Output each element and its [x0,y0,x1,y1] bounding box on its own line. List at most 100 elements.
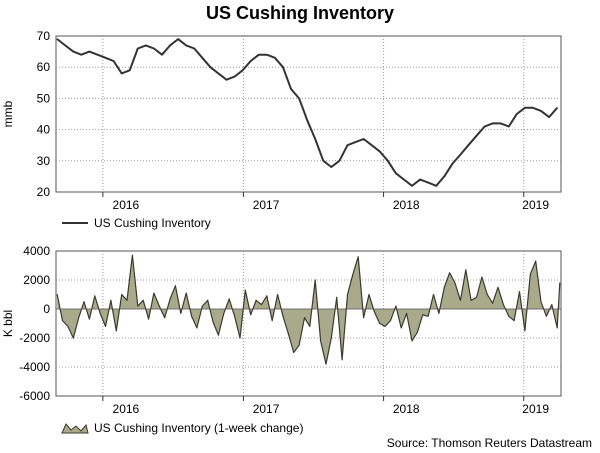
x-tick-label: 2016 [113,198,140,212]
data-point [255,299,257,301]
data-point [481,276,483,278]
data-point [476,296,477,298]
data-point [290,88,292,90]
data-point [239,337,241,339]
source-note: Source: Thomson Reuters Datastream [387,436,592,450]
data-point [62,320,63,322]
data-point [72,337,74,339]
data-point [110,299,112,301]
data-point [298,344,300,346]
data-point [371,144,373,146]
data-point [559,282,561,284]
data-point [266,54,268,56]
data-point [354,141,357,143]
data-point [314,279,316,281]
weekly-change-panel: -6000 -4000 -2000 0 2000 4000 2016 2017 2018 2019… [1,244,562,416]
data-point [486,294,488,295]
data-point [459,154,461,156]
data-point [161,54,163,56]
data-point [545,315,547,317]
data-point [191,315,193,317]
x-tick-label: 2019 [522,402,549,416]
data-point [121,294,123,295]
data-point [341,359,343,361]
data-point [419,178,421,181]
data-point [201,57,203,59]
data-point [207,299,209,301]
data-point [209,66,211,68]
data-point [484,125,486,128]
data-point [185,292,187,294]
y-tick-label: 30 [37,154,51,168]
data-point [217,72,219,74]
data-point [540,301,542,303]
data-point [330,337,332,339]
data-point [347,294,348,295]
data-point [475,135,478,137]
data-point [524,330,526,332]
data-point [346,144,349,146]
data-point [497,286,499,288]
data-point [185,44,187,47]
data-point [551,304,553,306]
data-point [336,296,338,298]
data-point [438,312,440,314]
data-point [56,294,58,295]
data-point [164,317,166,319]
data-point [153,292,155,294]
data-point [443,286,445,288]
data-point [338,160,340,162]
data-point [250,314,252,316]
legend-area-swatch [61,423,89,434]
data-point [379,323,381,324]
data-point [129,69,131,71]
y-axis-label: K bbl [1,310,15,337]
data-point [306,119,308,121]
data-point [115,330,117,332]
y-tick-label: 60 [37,60,51,74]
data-point [502,304,504,306]
data-point [492,302,494,304]
data-point [403,178,405,181]
data-point [158,305,160,307]
data-point [379,150,381,152]
data-point [508,315,510,317]
data-point [524,107,526,109]
data-point [145,44,147,47]
data-point [320,340,322,342]
data-point [64,44,66,47]
y-tick-label: 70 [37,29,51,43]
data-point [261,304,262,306]
data-point [282,315,284,317]
data-point [153,47,155,50]
data-point [169,298,171,300]
data-point [427,315,429,317]
data-point [201,305,203,307]
data-point [411,340,413,342]
legend-bottom: US Cushing Inventory (1-week change) [61,421,303,435]
data-point [88,318,90,320]
data-point [373,311,375,313]
data-point [304,317,305,319]
data-point [228,298,230,300]
data-point [56,38,58,40]
y-tick-label: 40 [37,123,51,137]
data-point [411,185,413,187]
y-tick-label: 4000 [23,244,50,258]
data-point [363,317,365,319]
y-tick-label: -6000 [19,389,50,403]
data-point [94,295,96,297]
y-tick-label: 2000 [23,273,50,287]
data-point [406,312,408,314]
data-point [416,331,418,333]
data-point [212,321,214,323]
data-point [196,327,198,329]
data-point [500,122,502,124]
y-tick-label: 0 [43,302,50,316]
data-point [492,122,494,124]
data-point [80,54,82,56]
data-point [137,305,139,307]
legend-top: US Cushing Inventory [62,216,211,230]
legend-top-label: US Cushing Inventory [94,216,211,230]
data-point [548,116,550,118]
